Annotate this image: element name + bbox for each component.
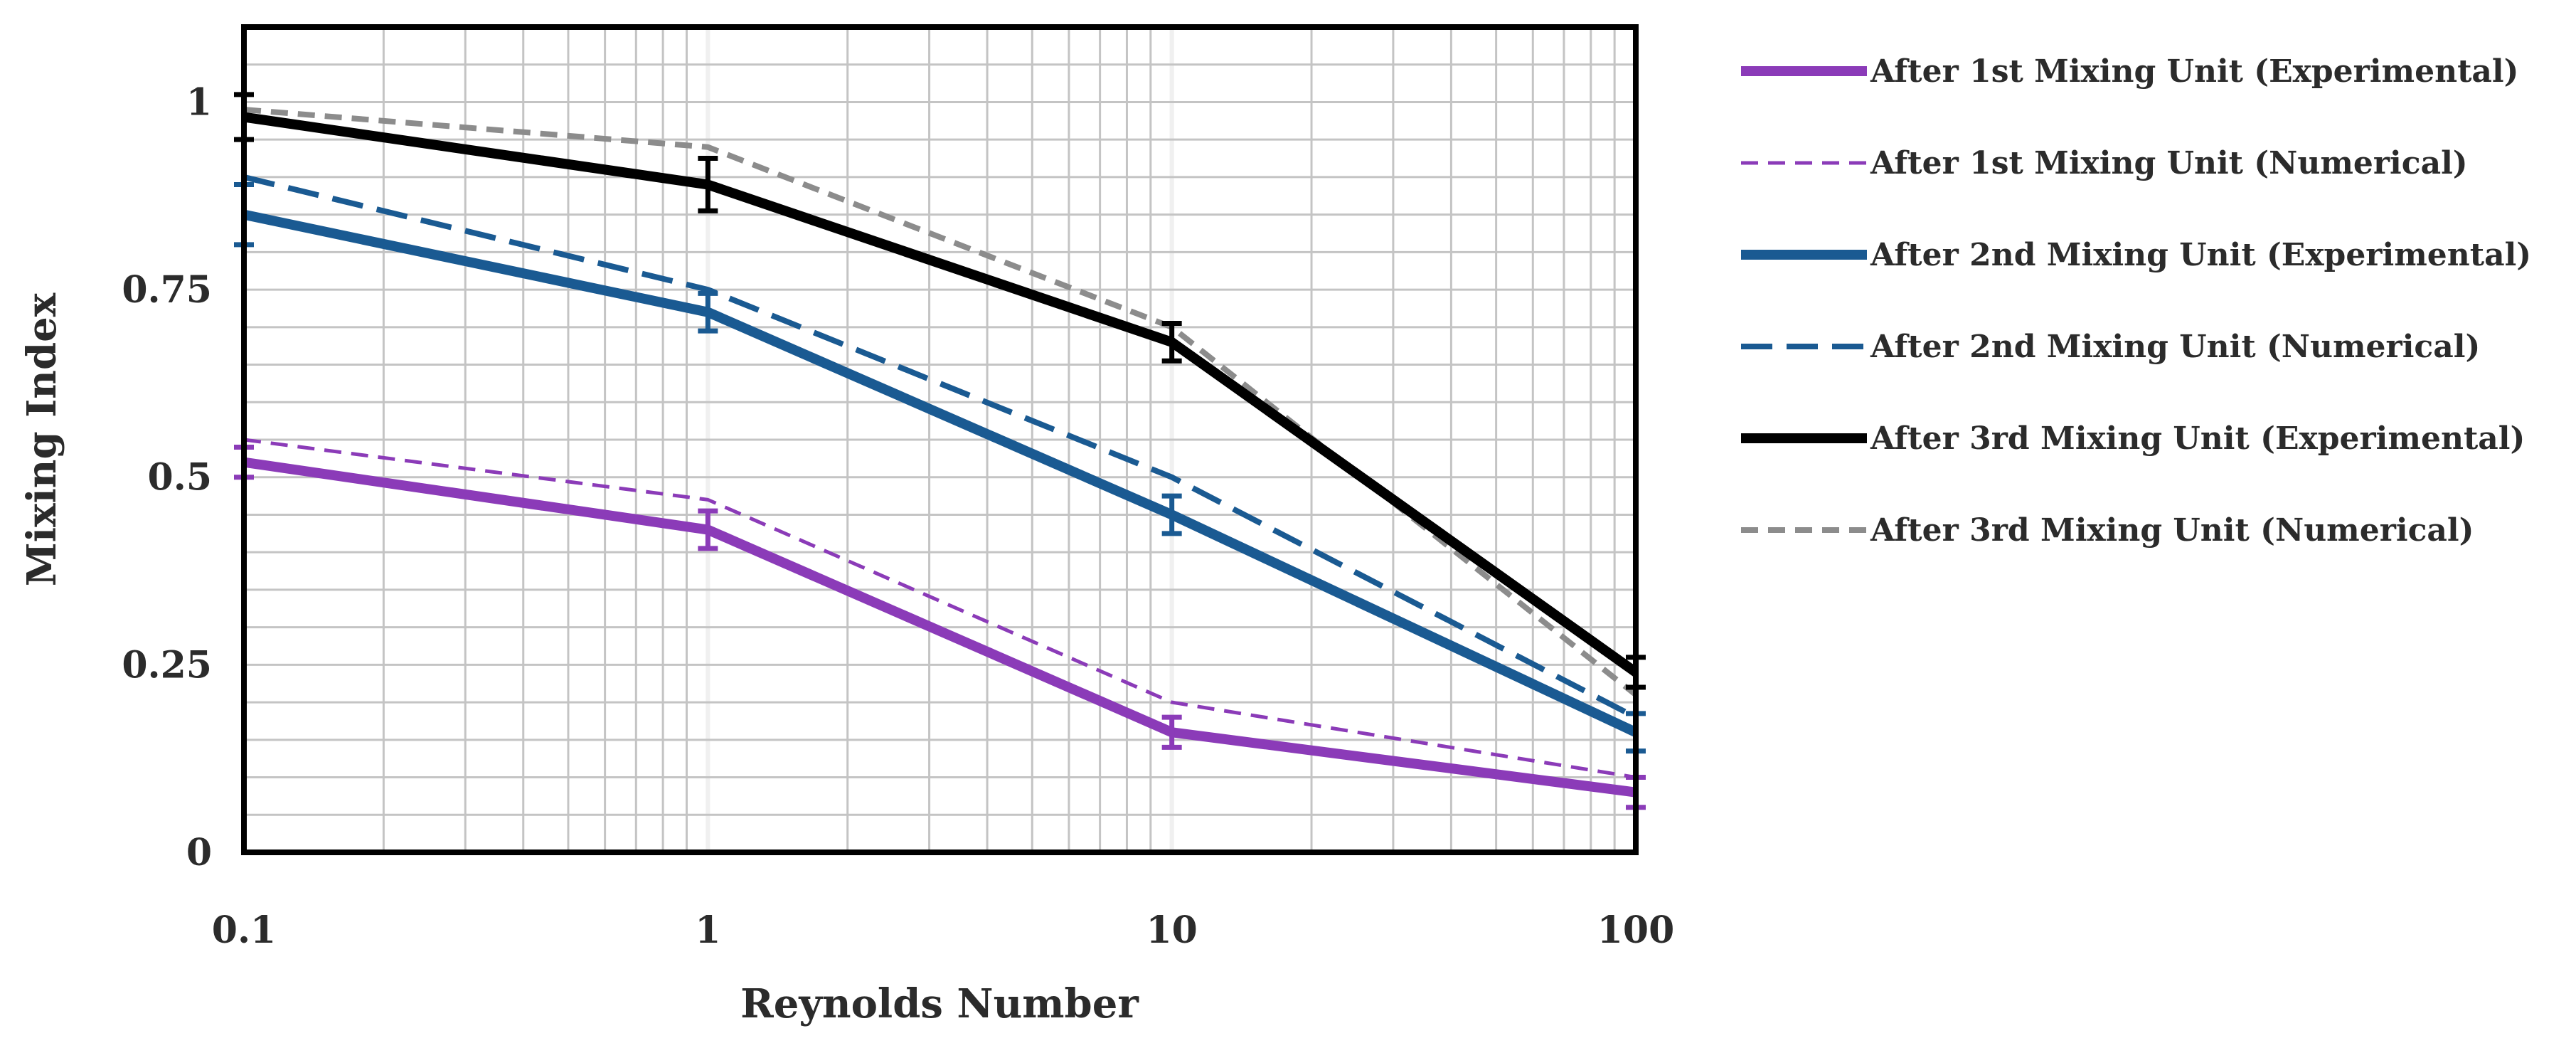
error-bar — [1161, 493, 1182, 536]
y-tick-label: 0 — [186, 831, 212, 874]
y-tick-label: 1 — [186, 80, 212, 124]
y-axis-title: Mixing Index — [18, 292, 65, 586]
y-tick-label: 0.25 — [122, 643, 212, 687]
legend-label: After 3rd Mixing Unit (Numerical) — [1870, 512, 2474, 549]
series-line — [243, 112, 1639, 677]
error-bar — [698, 156, 718, 213]
legend-label: After 1st Mixing Unit (Numerical) — [1870, 145, 2468, 181]
legend-item: After 3rd Mixing Unit (Numerical) — [1741, 512, 2474, 549]
x-tick-label: 100 — [1597, 909, 1675, 952]
x-axis-title: Reynolds Number — [740, 980, 1139, 1027]
series-line — [243, 209, 1638, 737]
plot-frame — [241, 24, 1639, 855]
legend-label: After 1st Mixing Unit (Experimental) — [1870, 53, 2518, 90]
legend-item: After 2nd Mixing Unit (Numerical) — [1741, 329, 2480, 365]
legend-item: After 1st Mixing Unit (Numerical) — [1741, 145, 2468, 181]
legend-item: After 2nd Mixing Unit (Experimental) — [1741, 237, 2531, 273]
error-bar — [1161, 321, 1182, 364]
error-bar — [698, 508, 718, 551]
legend-label: After 2nd Mixing Unit (Numerical) — [1870, 329, 2480, 365]
data-point — [1171, 702, 1173, 704]
x-tick-label: 10 — [1146, 909, 1197, 952]
x-tick-label: 1 — [695, 909, 720, 952]
data-point — [707, 289, 709, 291]
y-tick-label: 0.5 — [148, 456, 212, 499]
series-3 — [234, 181, 1646, 754]
legend-label: After 3rd Mixing Unit (Experimental) — [1870, 420, 2525, 457]
legend-item: After 1st Mixing Unit (Experimental) — [1741, 53, 2518, 90]
series-line — [243, 457, 1636, 798]
tick-labels: 0.1 1 10 100 0 0.25 0.5 0.75 1 — [122, 80, 1674, 952]
plot-area — [234, 92, 1646, 810]
y-tick-label: 0.75 — [122, 268, 212, 312]
data-point — [707, 146, 709, 148]
legend: After 1st Mixing Unit (Experimental) Afte… — [1741, 53, 2531, 549]
data-point — [707, 499, 709, 501]
error-bar — [698, 290, 718, 334]
series-5 — [234, 92, 1646, 690]
error-bar — [1161, 714, 1182, 750]
x-tick-label: 0.1 — [212, 909, 276, 952]
data-point — [1171, 476, 1173, 478]
legend-item: After 3rd Mixing Unit (Experimental) — [1741, 420, 2525, 457]
legend-label: After 2nd Mixing Unit (Experimental) — [1870, 237, 2531, 273]
series-line — [243, 174, 1637, 720]
